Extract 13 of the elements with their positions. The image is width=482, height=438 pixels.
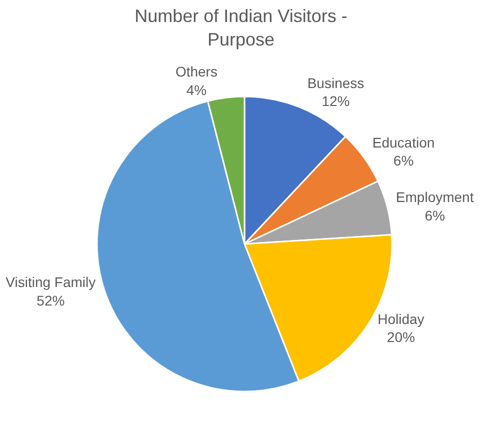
- slice-label: Holiday: [378, 310, 424, 327]
- slice-label: Business: [307, 74, 364, 91]
- data-label: 20%: [386, 329, 415, 346]
- slice-label: Education: [372, 134, 435, 150]
- data-label: 12%: [322, 93, 350, 110]
- slice-label: Others: [175, 64, 218, 80]
- data-label: 4%: [186, 82, 207, 98]
- data-label: 6%: [424, 207, 445, 224]
- slice-label: Visiting Family: [6, 274, 96, 290]
- chart-title: Number of Indian Visitors - Purpose: [134, 6, 348, 50]
- slice-label: Employment: [396, 189, 474, 206]
- data-label: 52%: [36, 292, 65, 308]
- data-label: 6%: [393, 152, 414, 168]
